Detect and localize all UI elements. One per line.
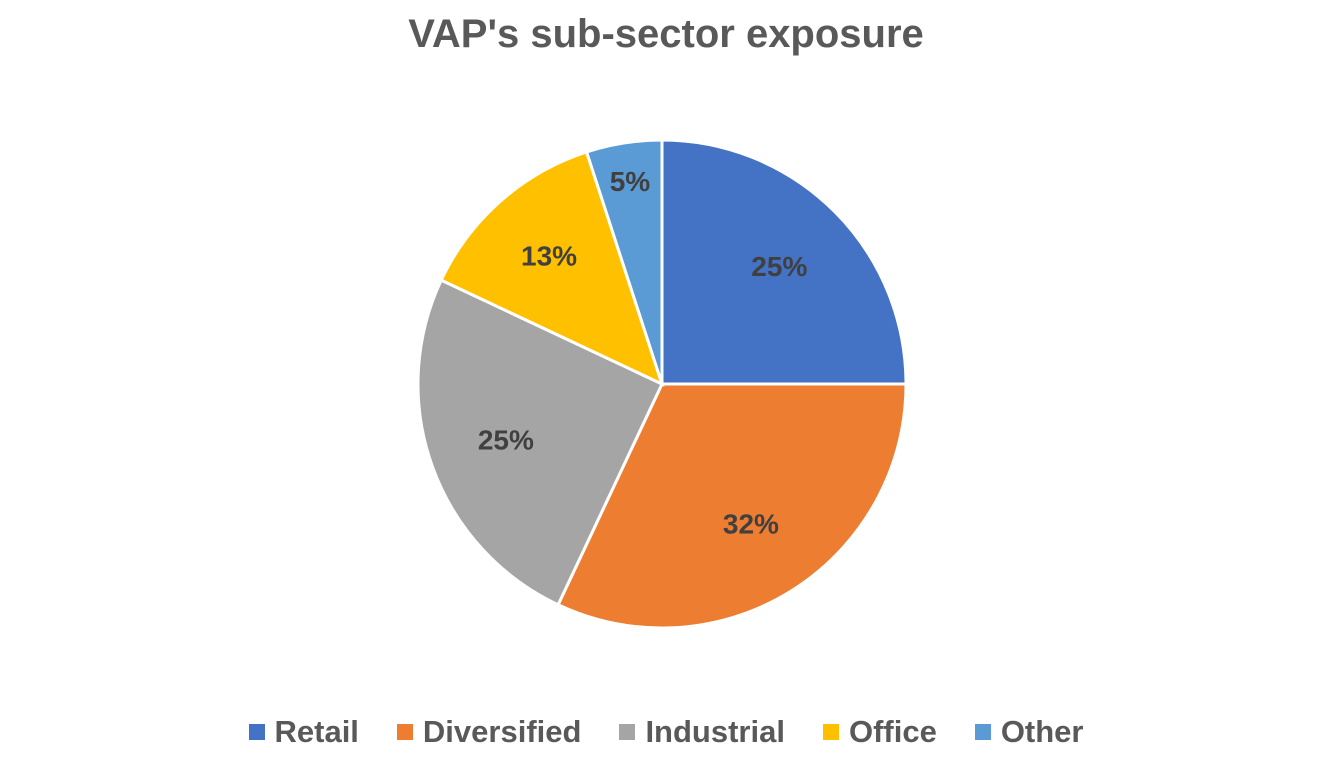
data-label-other: 5%	[610, 166, 651, 197]
pie-slice-other	[584, 138, 664, 385]
legend-item-industrial: Industrial	[619, 712, 785, 752]
legend-label: Retail	[274, 714, 359, 749]
legend-swatch	[396, 724, 413, 740]
legend-swatch	[248, 724, 265, 740]
data-label-industrial: 25%	[478, 425, 534, 456]
pie-plot-area: 25% 32% 25% 13% 5%	[416, 138, 908, 630]
data-label-office: 13%	[521, 240, 577, 271]
legend-label: Industrial	[645, 714, 785, 749]
legend-swatch	[822, 724, 839, 740]
pie-slice-office	[439, 150, 665, 387]
chart-title: VAP's sub-sector exposure	[408, 12, 924, 56]
pie-slice-retail	[660, 138, 908, 386]
legend-label: Other	[1000, 714, 1084, 749]
legend-swatch	[619, 724, 636, 740]
legend-item-other: Other	[974, 712, 1084, 752]
legend-item-retail: Retail	[248, 712, 359, 752]
legend-item-diversified: Diversified	[396, 712, 582, 752]
legend: Retail Diversified Industrial Office Other	[0, 712, 1332, 752]
legend-label: Office	[848, 714, 937, 749]
pie-slice-industrial	[416, 278, 664, 607]
legend-item-office: Office	[822, 712, 937, 752]
legend-label: Diversified	[422, 714, 582, 749]
data-label-diversified: 32%	[723, 509, 779, 540]
pie-slice-diversified	[556, 382, 908, 630]
legend-swatch	[974, 724, 991, 740]
data-label-retail: 25%	[751, 251, 807, 282]
